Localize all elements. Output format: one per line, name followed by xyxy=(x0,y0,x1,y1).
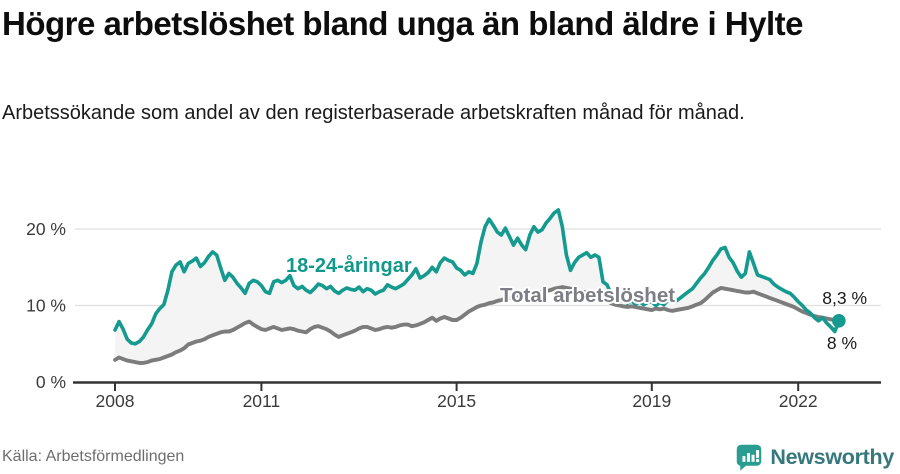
series-label: Total arbetslöshet xyxy=(500,284,675,307)
newsworthy-logo: Newsworthy xyxy=(735,443,894,471)
series-label: 18-24-åringar xyxy=(286,254,412,277)
between-series-band xyxy=(115,209,839,363)
latest-value-dot xyxy=(832,314,846,328)
x-tick-label: 2015 xyxy=(437,391,476,411)
x-tick-label: 2008 xyxy=(96,391,135,411)
end-value-label: 8 % xyxy=(827,333,857,353)
y-tick-label: 20 % xyxy=(26,219,66,239)
total-unemployment-line xyxy=(113,285,841,365)
x-tick-label: 2022 xyxy=(779,391,818,411)
youth-unemployment-line xyxy=(113,208,841,346)
source-text: Källa: Arbetsförmedlingen xyxy=(2,448,185,465)
page-title: Högre arbetslöshet bland unga än bland ä… xyxy=(2,5,803,42)
newsworthy-wordmark: Newsworthy xyxy=(770,444,894,469)
footer: Källa: Arbetsförmedlingen Newsworthy xyxy=(2,442,894,472)
newsworthy-bubble-chart-icon xyxy=(737,444,762,471)
end-value-label: 8,3 % xyxy=(822,288,867,308)
page-subtitle: Arbetssökande som andel av den registerb… xyxy=(2,102,745,124)
y-tick-label: 10 % xyxy=(26,296,66,316)
y-tick-label: 0 % xyxy=(36,372,66,392)
unemployment-line-chart: 2008 2011 2015 2019 2022 0 % 10 % 20 % 18-24-åri… xyxy=(26,208,881,411)
x-tick-label: 2019 xyxy=(632,391,671,411)
x-tick-label: 2011 xyxy=(243,391,281,411)
